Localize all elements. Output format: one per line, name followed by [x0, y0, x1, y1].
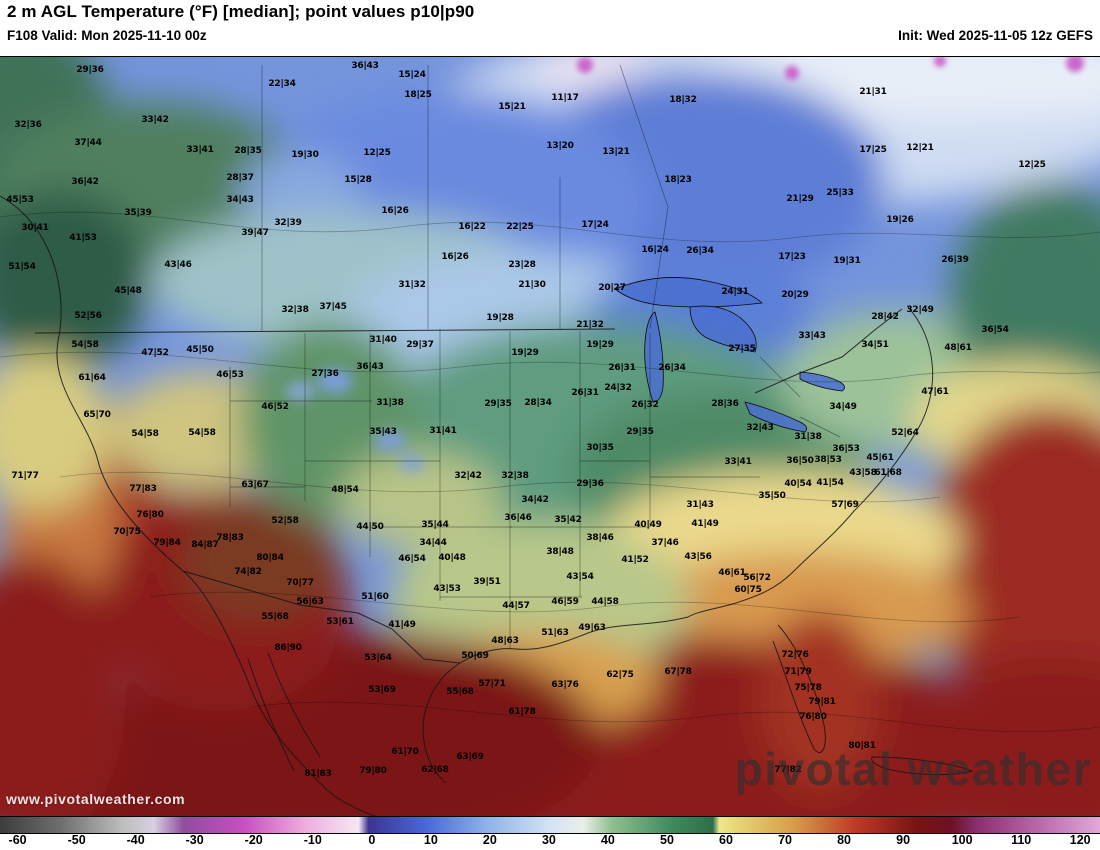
- map-field-blobs: [0, 57, 1100, 817]
- init-time-label: Init: Wed 2025-11-05 12z GEFS: [898, 28, 1093, 43]
- colorbar-tick-label: 0: [368, 833, 376, 847]
- arctic-warm-spots: [577, 57, 1084, 80]
- colorbar-tick-label: -30: [185, 833, 204, 847]
- colorbar: -60 -50 -40 -30 -20 -10 0 10 20 30 40 50 60 70 80 90 100…: [0, 816, 1100, 850]
- colorbar-tick-label: 100: [951, 833, 973, 847]
- map-header: 2 m AGL Temperature (°F) [median]; point…: [0, 0, 1100, 56]
- site-watermark: www.pivotalweather.com: [6, 791, 186, 807]
- colorbar-tick-label: -50: [67, 833, 86, 847]
- colorbar-tick-label: 60: [719, 833, 733, 847]
- colorbar-tick-label: 70: [778, 833, 792, 847]
- colorbar-ticks: -60 -50 -40 -30 -20 -10 0 10 20 30 40 50 60 70 80 90 100…: [0, 832, 1100, 850]
- temperature-field-svg: [0, 57, 1100, 817]
- map-field-details: [286, 369, 424, 471]
- colorbar-tick-label: 30: [541, 833, 556, 847]
- contour-lines: [0, 211, 1100, 733]
- colorbar-tick-label: 110: [1011, 833, 1032, 847]
- colorbar-tick-label: 20: [482, 833, 497, 847]
- colorbar-tick-label: 80: [837, 833, 852, 847]
- colorbar-tick-label: -10: [303, 833, 322, 847]
- colorbar-tick-label: 10: [423, 833, 438, 847]
- state-borders: [229, 64, 841, 649]
- map-subheader: F108 Valid: Mon 2025-11-10 00z Init: Wed…: [7, 28, 1093, 43]
- colorbar-tick-label: 50: [660, 833, 674, 847]
- colorbar-tick-label: 40: [600, 833, 615, 847]
- temperature-map: [0, 56, 1100, 817]
- brand-watermark: pivotal weather: [734, 743, 1092, 795]
- valid-time-label: F108 Valid: Mon 2025-11-10 00z: [7, 28, 207, 43]
- colorbar-tick-label: -60: [8, 833, 27, 847]
- map-title: 2 m AGL Temperature (°F) [median]; point…: [7, 2, 475, 21]
- colorbar-tick-label: -40: [126, 833, 145, 847]
- coastline-borders: [0, 195, 974, 817]
- great-lakes: [614, 277, 845, 433]
- colorbar-tick-label: -20: [244, 833, 263, 847]
- colorbar-tick-label: 120: [1069, 833, 1091, 847]
- colorbar-tick-label: 90: [896, 833, 911, 847]
- colorbar-gradient: [0, 816, 1100, 834]
